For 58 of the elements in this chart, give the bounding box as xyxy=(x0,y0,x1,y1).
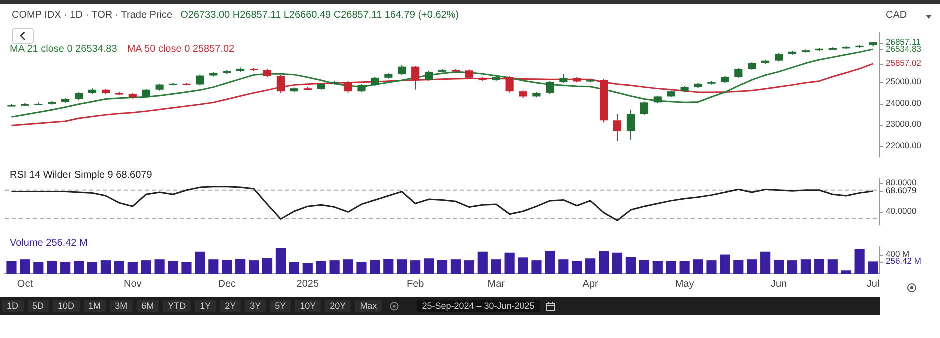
candlestick xyxy=(412,65,420,90)
text: YTD xyxy=(163,300,192,312)
candlestick xyxy=(734,68,743,78)
text: 25857.02 xyxy=(192,44,235,55)
text: 1Y xyxy=(195,300,216,312)
text: 10D xyxy=(53,300,80,312)
chart-title: COMP IDX · 1D · TOR · Trade Price xyxy=(12,10,173,21)
x-tick-label: Apr xyxy=(582,278,600,290)
text: 6M xyxy=(136,300,160,312)
y-tick-label: 40.0000 xyxy=(886,206,917,216)
text: MA 50 close 0 xyxy=(127,44,190,55)
text: 3Y xyxy=(245,300,266,312)
y-tick-label: 22000.00 xyxy=(886,140,922,151)
text: Max xyxy=(355,300,382,312)
x-tick-label: Oct xyxy=(17,278,34,290)
text: 5Y xyxy=(270,300,292,312)
candlestick xyxy=(142,88,150,99)
y-tick-label: 25857.02 xyxy=(886,58,922,68)
text: 10Y xyxy=(295,300,322,312)
x-tick-label: 2025 xyxy=(296,278,320,290)
x-tick-label: May xyxy=(675,278,694,290)
text: 2Y xyxy=(220,300,242,312)
candlestick xyxy=(506,76,514,94)
x-tick-label: Dec xyxy=(218,278,236,290)
candlestick xyxy=(626,109,635,140)
text: MA 21 close 0 xyxy=(10,44,73,55)
text: 25-Sep-2024 – 30-Jun-2025 xyxy=(417,300,540,312)
series-label: RSI 14 Wilder Simple 9 xyxy=(10,170,114,181)
series-label: Volume xyxy=(10,238,44,249)
candlestick xyxy=(196,74,204,86)
text: 1D xyxy=(2,300,24,312)
y-tick-label: 80.0000 xyxy=(886,178,917,188)
candlestick xyxy=(613,114,622,142)
y-tick-label: 23000.00 xyxy=(886,119,922,130)
candlestick xyxy=(425,70,434,82)
y-tick-label: 25000.00 xyxy=(886,76,922,87)
text: 20Y xyxy=(325,300,352,312)
y-tick-label: 68.6079 xyxy=(886,186,917,196)
text: 3M xyxy=(110,300,133,312)
candlestick xyxy=(640,101,648,116)
chart-subtitle: O26733.00 H26857.11 L26660.49 C26857.11 164.79 (+0.62%) xyxy=(180,10,460,21)
candlestick xyxy=(276,74,285,94)
text: 68.6079 xyxy=(116,170,152,181)
x-tick-label: Mar xyxy=(488,278,506,290)
x-tick-label: Jun xyxy=(770,278,788,290)
candlestick xyxy=(398,64,406,76)
candlestick xyxy=(344,80,352,94)
text: 26534.83 xyxy=(76,44,118,55)
text: 1M xyxy=(84,300,106,312)
text: CAD xyxy=(886,10,908,21)
x-tick-label: Feb xyxy=(406,278,425,290)
x-tick-label: Nov xyxy=(124,278,142,290)
y-tick-label: 24000.00 xyxy=(886,98,922,108)
x-tick-label: Jul xyxy=(866,278,880,290)
text: 256.42 M xyxy=(46,238,88,249)
y-tick-label: 26857.11 xyxy=(886,36,922,47)
text: 5D xyxy=(28,300,50,312)
candlestick xyxy=(546,80,554,95)
